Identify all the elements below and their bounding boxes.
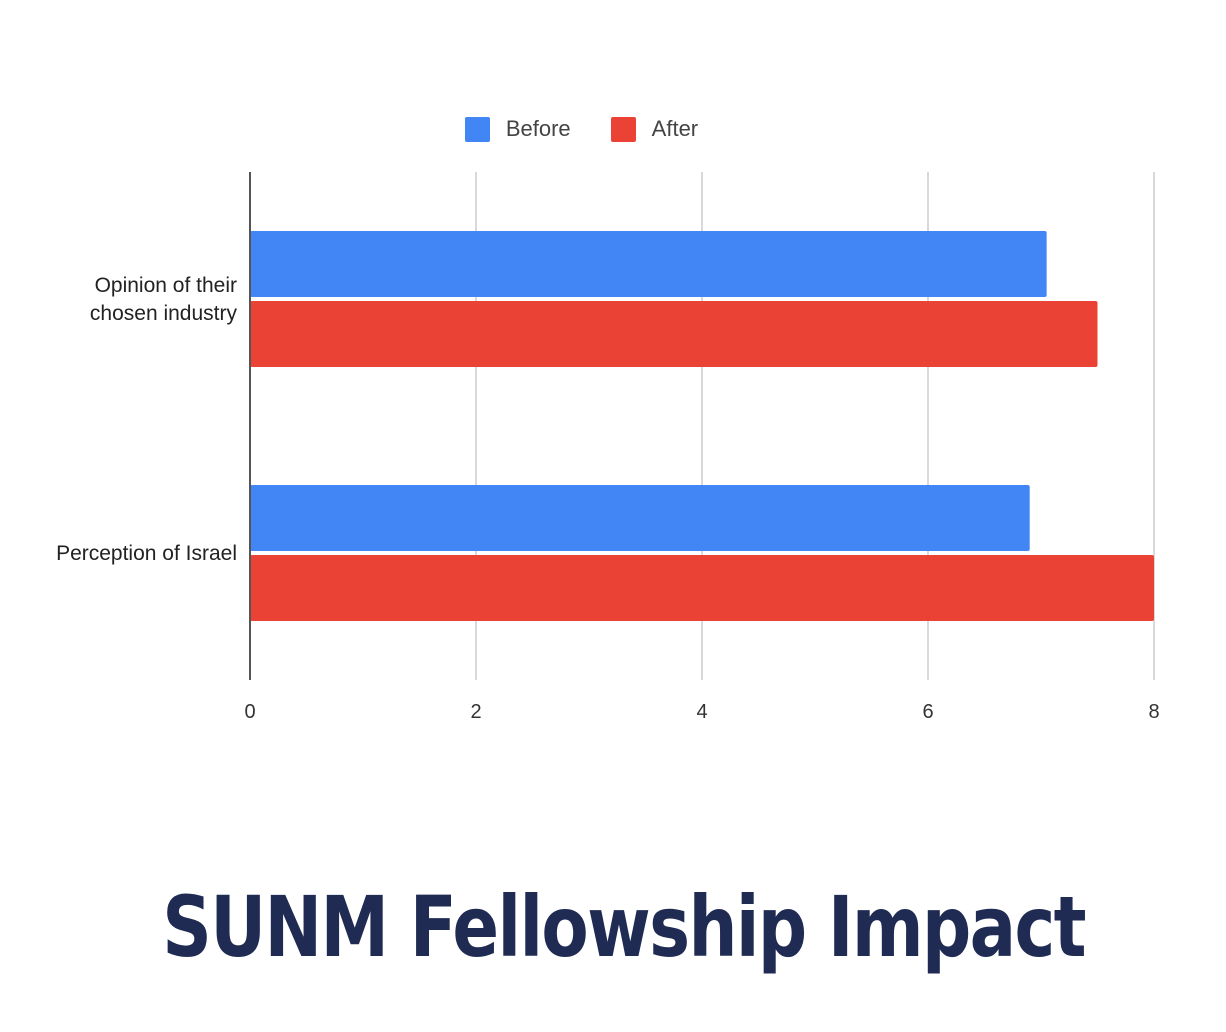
bar-after-2	[250, 555, 1154, 621]
category-label-1-line-2: chosen industry	[90, 302, 238, 325]
chart-legend: Before After	[0, 116, 1163, 142]
legend-swatch-before	[464, 116, 490, 142]
x-tick-label-2: 2	[470, 701, 481, 723]
bar-chart: 0 2 4 6 8 Opinion of their chosen industry Per…	[56, 172, 1160, 723]
legend-swatch-after	[610, 116, 636, 142]
x-tick-label-0: 0	[244, 701, 255, 723]
legend-label-after: After	[651, 116, 699, 141]
legend-item-before: Before	[464, 116, 571, 142]
x-axis-tick-labels: 0 2 4 6 8	[244, 701, 1159, 723]
legend-item-after: After	[610, 116, 699, 142]
category-label-2-line-1: Perception of Israel	[56, 542, 237, 565]
bar-before-1	[250, 231, 1047, 297]
chart-bars	[250, 231, 1154, 621]
legend-label-before: Before	[505, 116, 571, 141]
chart-title: SUNM Fellowship Impact	[162, 878, 1086, 976]
bar-before-2	[250, 485, 1030, 551]
bar-after-1	[250, 301, 1098, 367]
x-tick-label-8: 8	[1148, 701, 1159, 723]
x-tick-label-6: 6	[922, 701, 933, 723]
x-tick-label-4: 4	[696, 701, 707, 723]
y-axis-category-labels: Opinion of their chosen industry Perceptio…	[56, 274, 237, 565]
category-label-1-line-1: Opinion of their	[95, 274, 237, 297]
